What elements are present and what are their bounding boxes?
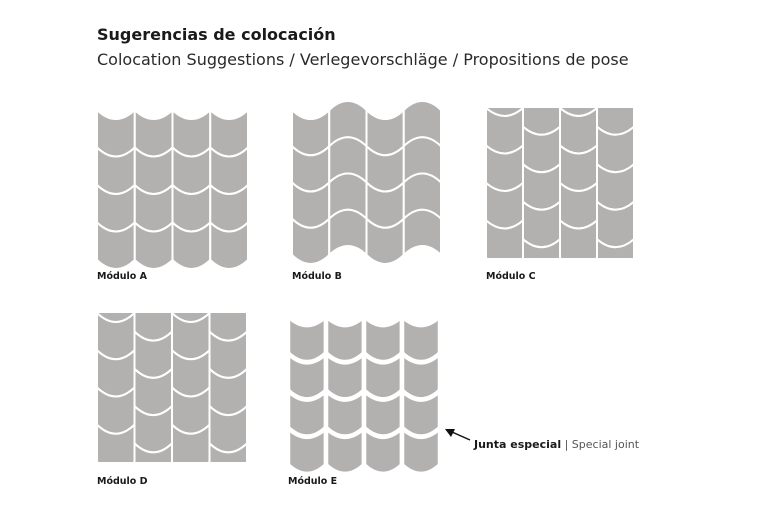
tile-module <box>486 108 634 258</box>
tile <box>209 221 249 270</box>
tile <box>559 219 598 258</box>
tile <box>171 109 212 158</box>
tile <box>96 109 136 158</box>
tile-module <box>96 109 249 270</box>
tile-module <box>97 313 247 462</box>
tile <box>522 238 561 258</box>
tile <box>399 425 443 477</box>
tile <box>285 425 329 477</box>
tile <box>208 442 247 462</box>
tile <box>328 208 368 256</box>
tile-module <box>291 100 442 265</box>
tile-patterns <box>96 100 634 477</box>
tile-module <box>285 313 443 477</box>
title: Sugerencias de colocación <box>97 25 336 44</box>
subtitle: Colocation Suggestions / Verlegevorschlä… <box>97 50 629 69</box>
tile <box>133 442 173 462</box>
module-label: Módulo E <box>288 476 337 487</box>
annotation: Junta especial | Special joint <box>473 438 640 451</box>
annotation-translation: | Special joint <box>565 438 640 451</box>
tile <box>171 423 211 462</box>
module-label: Módulo A <box>97 271 148 282</box>
tile <box>208 313 247 342</box>
tile <box>323 425 367 477</box>
tile <box>133 109 174 158</box>
tile <box>486 108 524 117</box>
module-label: Módulo D <box>97 476 148 487</box>
annotation-label: Junta especial <box>473 438 561 451</box>
tile <box>171 461 211 462</box>
tile <box>559 257 598 258</box>
tile <box>361 425 405 477</box>
tile <box>596 108 634 136</box>
module-label: Módulo C <box>486 271 536 282</box>
annotation-arrow <box>445 429 471 441</box>
tile <box>559 108 598 117</box>
tile <box>291 109 331 157</box>
tile <box>402 208 442 256</box>
tile <box>97 313 136 323</box>
tile <box>97 423 136 462</box>
tile <box>522 108 561 136</box>
tile <box>486 219 524 258</box>
tile <box>365 109 405 157</box>
tile <box>133 313 173 342</box>
tile <box>209 109 249 158</box>
tile <box>171 313 211 323</box>
module-label: Módulo B <box>292 271 342 282</box>
tile <box>596 238 634 258</box>
